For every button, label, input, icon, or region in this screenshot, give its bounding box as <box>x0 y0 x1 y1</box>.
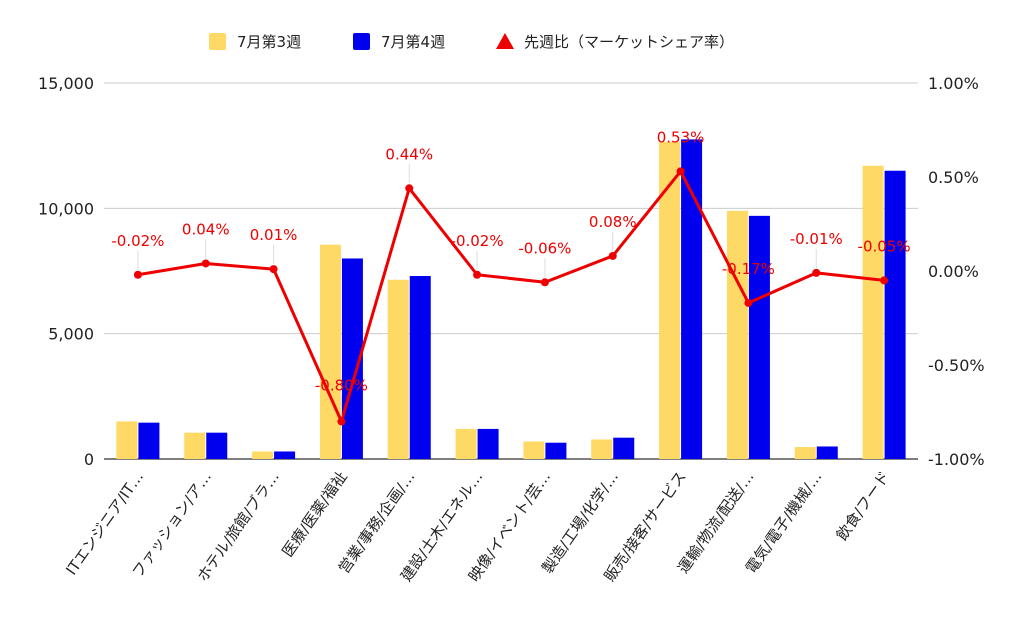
bar <box>319 244 341 459</box>
line-point <box>880 276 889 285</box>
right-tick-label: 1.00% <box>928 74 979 93</box>
line-point <box>337 417 346 426</box>
data-label: -0.02% <box>111 232 164 250</box>
right-tick-label: 0.00% <box>928 262 979 281</box>
legend-triangle-icon <box>496 33 514 49</box>
line-point <box>812 268 821 277</box>
line-point <box>608 251 617 260</box>
data-label: 0.44% <box>385 145 433 163</box>
bar <box>409 276 431 459</box>
bar <box>252 451 274 459</box>
line-point <box>269 265 278 274</box>
left-tick-label: 15,000 <box>38 74 94 93</box>
line-point <box>473 270 482 279</box>
bar <box>545 442 567 459</box>
bar <box>681 139 703 459</box>
line-point <box>744 298 753 307</box>
left-tick-label: 5,000 <box>48 325 94 344</box>
bar <box>726 210 748 459</box>
left-tick-label: 10,000 <box>38 199 94 218</box>
right-tick-label: -1.00% <box>928 450 985 469</box>
bar <box>748 215 770 459</box>
bar <box>184 432 206 459</box>
bar <box>274 451 296 459</box>
line-point <box>540 278 549 287</box>
line-point <box>405 184 414 193</box>
data-label: -0.17% <box>722 260 775 278</box>
data-label: -0.01% <box>790 230 843 248</box>
legend-label: 7月第4週 <box>381 33 445 51</box>
bar <box>138 422 160 459</box>
bar <box>816 446 838 459</box>
data-label: -0.80% <box>315 376 368 394</box>
legend-swatch <box>353 33 370 50</box>
right-tick-label: 0.50% <box>928 168 979 187</box>
legend-label: 7月第3週 <box>237 33 301 51</box>
bar <box>455 428 477 459</box>
category-label: 電気/電子/機械/… <box>742 468 826 577</box>
bar <box>591 439 613 459</box>
data-label: 0.04% <box>182 220 230 238</box>
bar <box>116 421 138 459</box>
data-label: -0.05% <box>858 237 911 255</box>
share-change-line <box>137 169 885 423</box>
data-label: 0.53% <box>657 128 705 146</box>
left-tick-label: 0 <box>84 450 94 469</box>
bar <box>206 432 228 459</box>
bar <box>613 437 635 459</box>
bar <box>477 428 499 459</box>
data-label: -0.02% <box>451 232 504 250</box>
line-point <box>676 167 685 176</box>
data-label: 0.08% <box>589 213 637 231</box>
bar <box>659 141 681 459</box>
bar <box>341 258 363 459</box>
legend-swatch <box>209 33 226 50</box>
bar <box>884 170 906 459</box>
data-label: 0.01% <box>250 226 298 244</box>
data-label: -0.06% <box>518 239 571 257</box>
category-label: 医療/医薬/福祉 <box>279 468 351 560</box>
right-tick-label: -0.50% <box>928 356 985 375</box>
bar <box>862 165 884 459</box>
bar <box>523 441 545 459</box>
legend-label: 先週比（マーケットシェア率） <box>524 33 734 51</box>
bar <box>794 446 816 459</box>
line-point <box>201 259 210 268</box>
line-point <box>133 270 142 279</box>
category-label: 飲食/フード <box>833 468 894 544</box>
bar <box>387 279 409 459</box>
